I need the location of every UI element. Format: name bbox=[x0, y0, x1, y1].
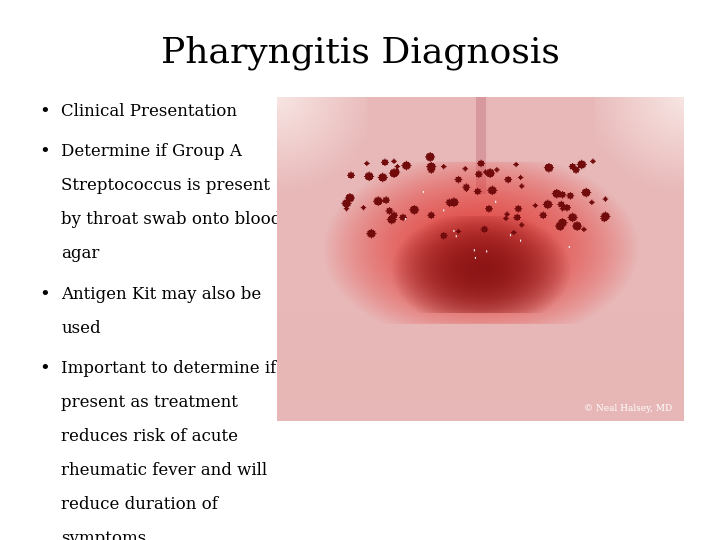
Text: rheumatic fever and will: rheumatic fever and will bbox=[61, 462, 267, 479]
Text: Important to determine if: Important to determine if bbox=[61, 360, 276, 377]
Text: Clinical Presentation: Clinical Presentation bbox=[61, 103, 237, 119]
Text: used: used bbox=[61, 320, 101, 336]
Text: Pharyngitis Diagnosis: Pharyngitis Diagnosis bbox=[161, 35, 559, 70]
Text: present as treatment: present as treatment bbox=[61, 394, 238, 411]
Text: •: • bbox=[40, 143, 50, 161]
Text: •: • bbox=[40, 360, 50, 378]
Text: reduce duration of: reduce duration of bbox=[61, 496, 218, 513]
Text: •: • bbox=[40, 286, 50, 303]
Text: Streptococcus is present: Streptococcus is present bbox=[61, 177, 270, 194]
Text: reduces risk of acute: reduces risk of acute bbox=[61, 428, 238, 445]
Text: Determine if Group A: Determine if Group A bbox=[61, 143, 242, 160]
Text: •: • bbox=[40, 103, 50, 120]
Text: by throat swab onto blood: by throat swab onto blood bbox=[61, 211, 282, 228]
Text: agar: agar bbox=[61, 245, 99, 262]
Text: Antigen Kit may also be: Antigen Kit may also be bbox=[61, 286, 261, 302]
Text: © Neal Halsey, MD: © Neal Halsey, MD bbox=[583, 404, 672, 413]
Text: symptoms: symptoms bbox=[61, 530, 146, 540]
